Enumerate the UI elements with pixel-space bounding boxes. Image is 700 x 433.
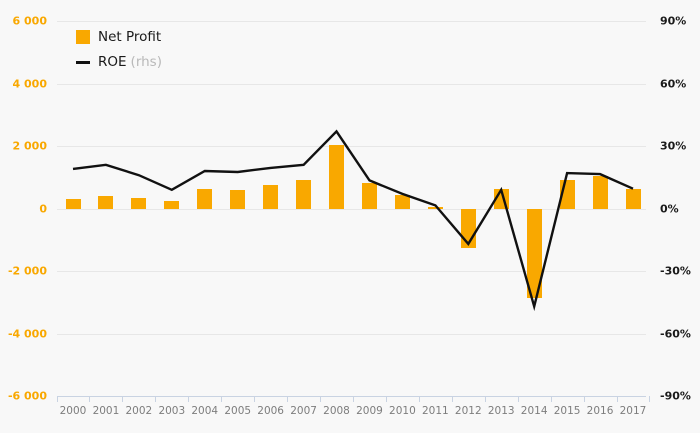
bar-2010 (394, 195, 410, 209)
roe-line-swatch-icon (76, 60, 90, 64)
legend-label-roe-suffix: (rhs) (130, 54, 162, 70)
x-axis-tick (254, 396, 256, 402)
x-axis-label: 2015 (553, 405, 581, 417)
legend: Net Profit ROE (rhs) (76, 29, 162, 79)
bar-2011 (427, 206, 443, 209)
y-axis-label-left: -4 000 (7, 327, 47, 340)
x-axis-label: 2008 (323, 405, 350, 417)
x-axis-tick (320, 396, 322, 402)
bar-2006 (263, 185, 279, 209)
x-axis-tick (221, 396, 223, 402)
x-axis-tick (287, 396, 289, 402)
bar-2005 (230, 189, 246, 209)
bar-2004 (197, 189, 213, 209)
bar-2001 (98, 196, 114, 209)
y-axis-label-right: -90% (660, 389, 691, 403)
legend-item-net-profit: Net Profit (76, 29, 162, 45)
gridline (57, 21, 646, 22)
x-axis-label: 2005 (224, 405, 252, 417)
bar-2015 (559, 180, 575, 209)
x-axis-label: 2011 (421, 405, 449, 417)
x-axis-label: 2010 (389, 405, 416, 417)
x-axis-label: 2002 (125, 405, 153, 417)
x-axis-label: 2016 (586, 405, 614, 417)
bar-2007 (296, 180, 312, 209)
x-axis-tick (89, 396, 91, 402)
y-axis-label-left: -6 000 (7, 389, 47, 403)
net-profit-swatch-icon (76, 30, 90, 44)
bar-2016 (592, 175, 608, 209)
bar-2014 (526, 208, 542, 298)
y-axis-label-right: 0% (660, 202, 679, 215)
y-axis-label-left: 0 (39, 202, 47, 215)
bar-2002 (131, 197, 147, 209)
x-axis-tick (122, 396, 124, 402)
y-axis-label-left: -2 000 (7, 264, 47, 278)
y-axis-label-left: 2 000 (12, 139, 47, 153)
x-axis-tick (385, 396, 387, 402)
gridline (57, 146, 646, 147)
gridline (57, 333, 646, 335)
gridline (57, 83, 646, 85)
x-axis-label: 2006 (257, 405, 284, 417)
x-axis-label: 2007 (290, 405, 317, 417)
x-axis-label: 2017 (619, 405, 647, 417)
x-axis-tick (418, 396, 420, 402)
bar-2013 (493, 188, 509, 209)
legend-label-net-profit: Net Profit (98, 29, 162, 45)
bar-2008 (329, 145, 345, 209)
y-axis-label-left: 4 000 (12, 77, 47, 90)
x-axis-tick (616, 396, 618, 402)
x-axis-label: 2000 (59, 405, 87, 417)
y-axis-label-right: 30% (660, 139, 687, 153)
x-axis-tick (451, 396, 453, 402)
y-axis-label-right: 60% (660, 77, 687, 90)
y-axis-label-right: -30% (660, 264, 691, 278)
bar-2009 (361, 182, 377, 209)
bar-2003 (164, 201, 180, 209)
x-axis-line (57, 396, 646, 397)
bar-2017 (625, 188, 641, 209)
x-axis-tick (188, 396, 190, 402)
x-axis-tick (649, 396, 651, 402)
y-axis-label-left: 6 000 (12, 14, 47, 28)
x-axis-tick (517, 396, 519, 402)
x-axis-tick (550, 396, 552, 402)
x-axis-tick (583, 396, 585, 402)
x-axis-label: 2013 (487, 405, 515, 417)
x-axis-tick (484, 396, 486, 402)
x-axis-label: 2001 (92, 405, 120, 417)
legend-label-roe: ROE (98, 54, 127, 70)
gridline (57, 208, 646, 210)
x-axis-tick (56, 396, 58, 402)
x-axis-label: 2012 (454, 405, 482, 417)
x-axis-label: 2009 (356, 405, 383, 417)
roe-line-path (72, 129, 634, 312)
x-axis-label: 2003 (158, 405, 186, 417)
x-axis-label: 2014 (520, 405, 548, 417)
x-axis-label: 2004 (191, 405, 219, 417)
y-axis-label-right: 90% (660, 14, 687, 28)
legend-item-roe: ROE (rhs) (76, 54, 162, 70)
y-axis-label-right: -60% (660, 327, 691, 340)
bar-2000 (65, 199, 81, 209)
bar-2012 (460, 208, 476, 248)
x-axis-tick (353, 396, 354, 402)
gridline (57, 271, 646, 272)
x-axis-tick (155, 396, 157, 402)
